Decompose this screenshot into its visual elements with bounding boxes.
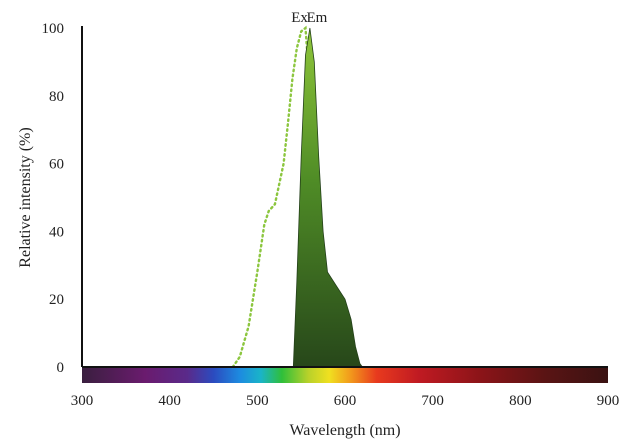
x-tick-label-300: 300 — [71, 393, 94, 409]
y-tick-label-20: 20 — [49, 292, 64, 308]
x-tick-label-700: 700 — [421, 393, 444, 409]
x-tick-label-800: 800 — [509, 393, 532, 409]
plot-area — [82, 25, 608, 383]
x-tick-labels: 300 400 500 600 700 800 900 — [71, 393, 620, 409]
x-tick-label-900: 900 — [597, 393, 620, 409]
y-tick-label-100: 100 — [42, 21, 65, 37]
x-tick-label-600: 600 — [334, 393, 357, 409]
y-tick-labels: 0 20 40 60 80 100 — [42, 21, 65, 376]
y-tick-label-0: 0 — [57, 360, 65, 376]
series-label-em: Em — [307, 10, 328, 26]
y-tick-label-60: 60 — [49, 157, 64, 173]
x-tick-label-400: 400 — [158, 393, 181, 409]
series-label-ex: Ex — [291, 10, 308, 26]
y-axis-title: Relative intensity (%) — [17, 127, 34, 267]
y-tick-label-40: 40 — [49, 224, 64, 240]
y-tick-label-80: 80 — [49, 89, 64, 105]
x-axis-title: Wavelength (nm) — [289, 422, 400, 439]
spectrum-color-bar — [82, 367, 608, 383]
series-em-area — [292, 27, 363, 368]
x-tick-label-500: 500 — [246, 393, 269, 409]
